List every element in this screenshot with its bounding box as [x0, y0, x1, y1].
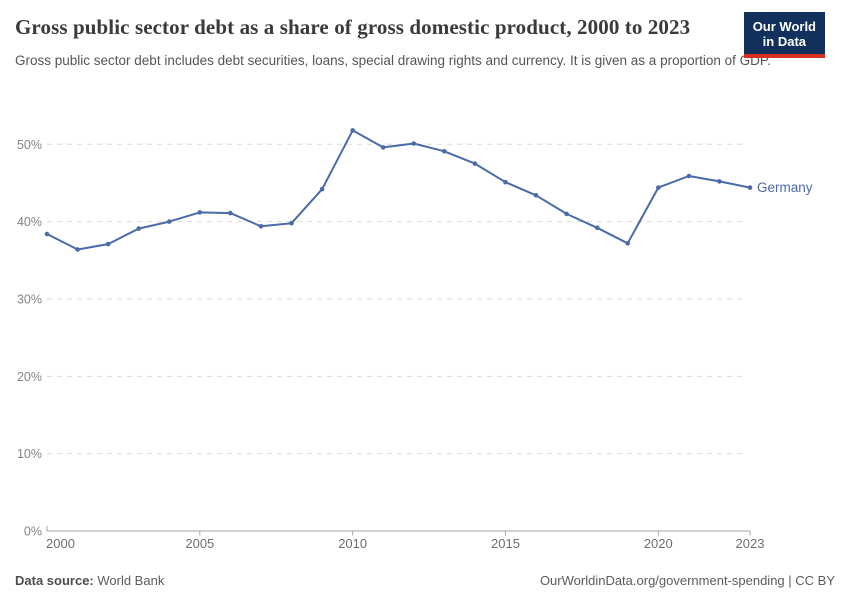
y-axis-label: 0% [24, 525, 42, 539]
data-point [197, 210, 203, 215]
x-axis-tick-label: 2010 [338, 536, 367, 551]
page-title: Gross public sector debt as a share of g… [15, 15, 691, 39]
data-point [564, 211, 569, 217]
data-point [594, 225, 600, 231]
owid-logo[interactable]: Our World in Data [743, 12, 825, 58]
data-point [350, 128, 356, 133]
entity-label[interactable]: Germany [757, 180, 813, 195]
data-point [686, 173, 692, 179]
x-axis-tick-label: 2015 [491, 536, 520, 551]
y-axis-label: 30% [17, 292, 42, 306]
chart-header: Gross public sector debt as a share of g… [15, 12, 835, 70]
x-axis-tick-label: 2020 [644, 536, 673, 551]
data-source-value: World Bank [93, 573, 165, 588]
attribution-link[interactable]: OurWorldinData.org/government-spending |… [539, 573, 835, 588]
data-point [319, 186, 325, 192]
data-line [46, 129, 751, 251]
data-point [442, 149, 447, 154]
data-point [380, 145, 386, 150]
data-source-label: Data source: [15, 573, 94, 588]
owid-logo-line1: Our World [752, 19, 816, 34]
data-point [472, 161, 478, 166]
y-axis-label: 40% [17, 215, 42, 229]
data-point [228, 210, 233, 216]
data-point [105, 241, 111, 247]
data-source: Data source: World Bank [15, 573, 164, 588]
data-point [625, 241, 630, 246]
data-point [258, 224, 264, 229]
y-axis-label: 50% [17, 138, 42, 152]
data-point [503, 179, 508, 185]
data-point [411, 141, 417, 146]
y-axis-label: 10% [17, 447, 42, 461]
data-point [656, 185, 661, 190]
data-point [717, 179, 722, 184]
data-point [75, 247, 80, 252]
data-point [167, 219, 172, 224]
owid-logo-line2: in Data [762, 34, 807, 49]
data-point [136, 226, 141, 231]
data-point [44, 231, 50, 237]
x-axis-tick-label: 2005 [185, 536, 214, 551]
data-point [289, 220, 294, 226]
chart-subtitle: Gross public sector debt includes debt s… [15, 53, 771, 68]
chart-footer: Data source: World Bank OurWorldinData.o… [15, 573, 835, 588]
x-axis-tick-label: 2023 [736, 536, 765, 551]
y-axis-label: 20% [17, 370, 42, 384]
data-point [747, 185, 753, 190]
data-point [533, 193, 539, 198]
x-axis-tick-label: 2000 [46, 536, 75, 551]
